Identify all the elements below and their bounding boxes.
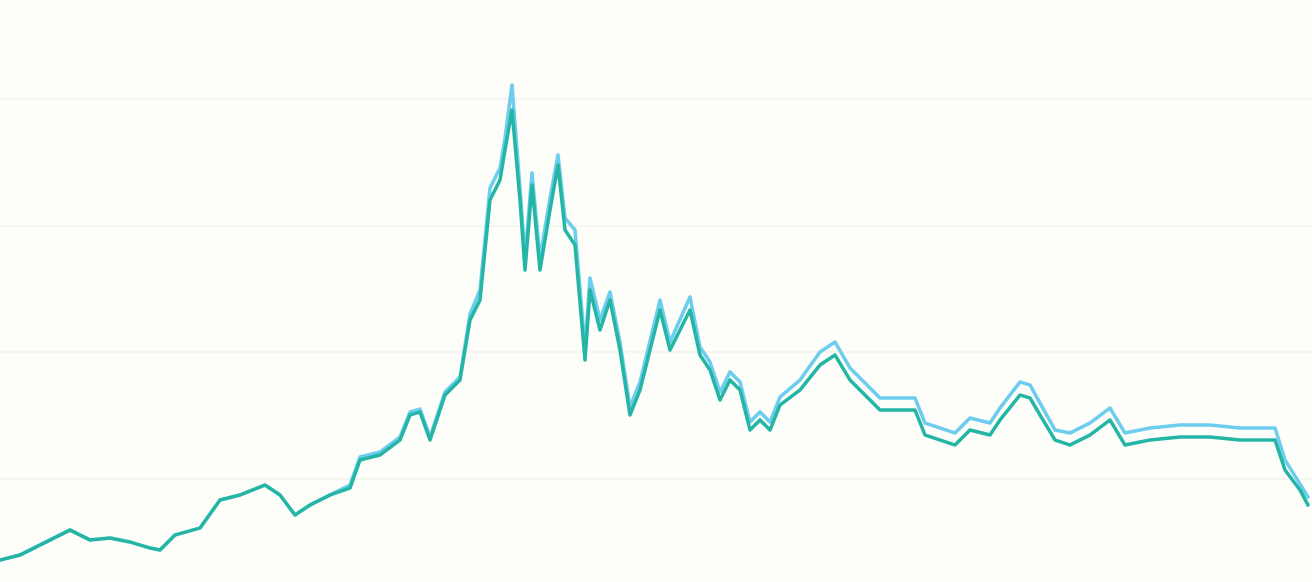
series-line [0, 108, 1310, 562]
series-line [0, 83, 1310, 562]
